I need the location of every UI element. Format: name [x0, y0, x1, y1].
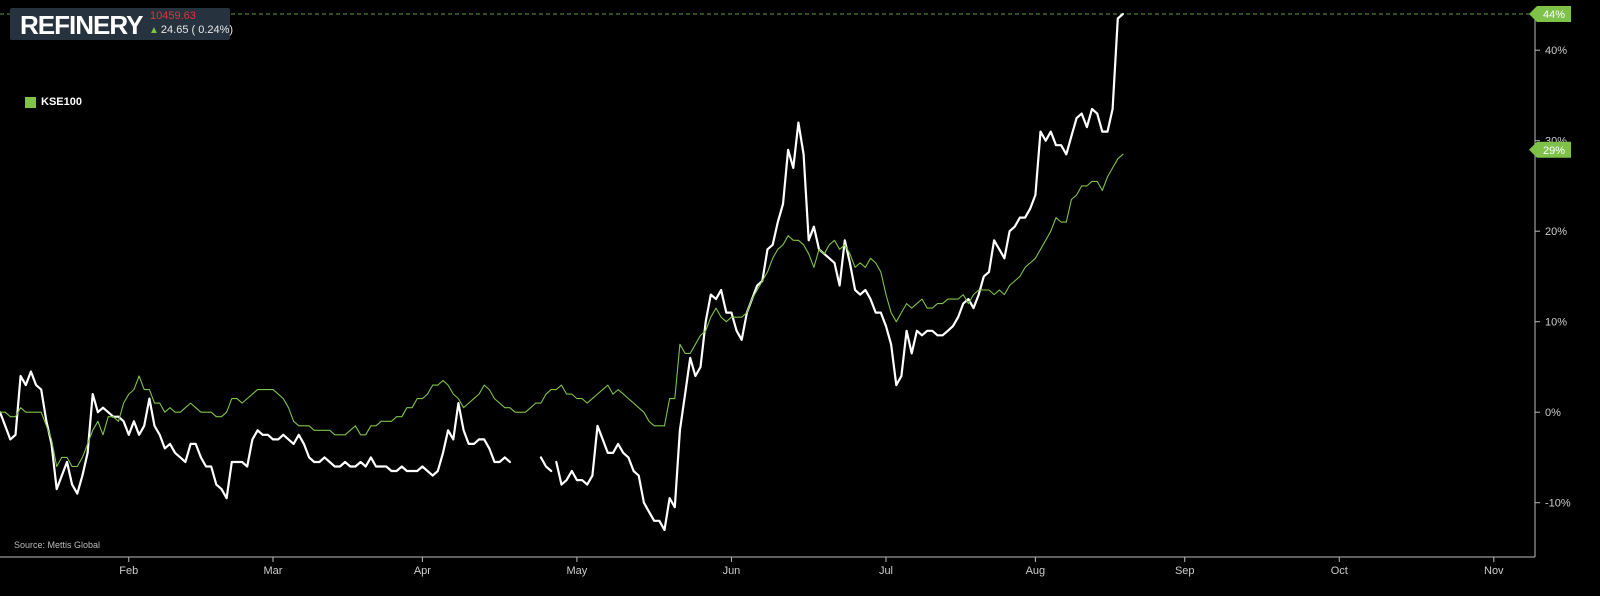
end-label-text: 44% — [1543, 9, 1565, 21]
ticker-title: REFINERY — [20, 10, 143, 40]
end-label-badge — [1529, 6, 1571, 22]
ticker-header: REFINERY 10459.63 ▲ 24.65 ( 0.24%) — [10, 8, 233, 40]
series-layer — [0, 12, 1124, 531]
ticker-change: ▲ 24.65 ( 0.24%) — [149, 24, 233, 36]
x-tick-label: Mar — [264, 565, 283, 577]
ticker-price: 10459.63 — [150, 10, 196, 22]
end-label-kse100: 29% — [1529, 141, 1571, 158]
legend-label-kse100: KSE100 — [41, 96, 82, 108]
x-tick-label: Nov — [1484, 565, 1504, 577]
ticker-change-value: 24.65 ( 0.24%) — [160, 24, 234, 36]
y-tick-label: 0% — [1545, 407, 1561, 419]
x-tick-label: Apr — [414, 565, 431, 577]
y-tick-label: 20% — [1545, 226, 1567, 238]
end-label-badge — [1529, 141, 1571, 158]
x-tick-label: Jun — [723, 565, 741, 577]
end-label-refinery: 44% — [1529, 6, 1571, 22]
source-note: Source: Mettis Global — [14, 540, 101, 550]
series-line-refinery — [0, 12, 1124, 531]
x-tick-label: Oct — [1331, 565, 1348, 577]
x-tick-label: Feb — [119, 565, 138, 577]
legend-swatch-kse100 — [25, 96, 36, 108]
x-tick-label: May — [567, 565, 588, 577]
up-arrow-icon: ▲ — [149, 25, 159, 36]
y-tick-label: -10% — [1545, 498, 1571, 510]
x-tick-label: Aug — [1026, 565, 1046, 577]
y-tick-label: 10% — [1545, 317, 1567, 329]
y-tick-label: 40% — [1545, 45, 1567, 57]
label-layer: -10%0%10%20%30%40%Feb Mar Apr May Jun Jul Aug S… — [119, 6, 1571, 577]
axis-layer — [0, 14, 1540, 562]
x-tick-label: Jul — [879, 565, 893, 577]
legend: KSE100 — [25, 96, 82, 108]
x-tick-label: Sep — [1175, 565, 1195, 577]
series-line-kse100 — [0, 153, 1124, 468]
end-label-text: 29% — [1543, 145, 1565, 157]
